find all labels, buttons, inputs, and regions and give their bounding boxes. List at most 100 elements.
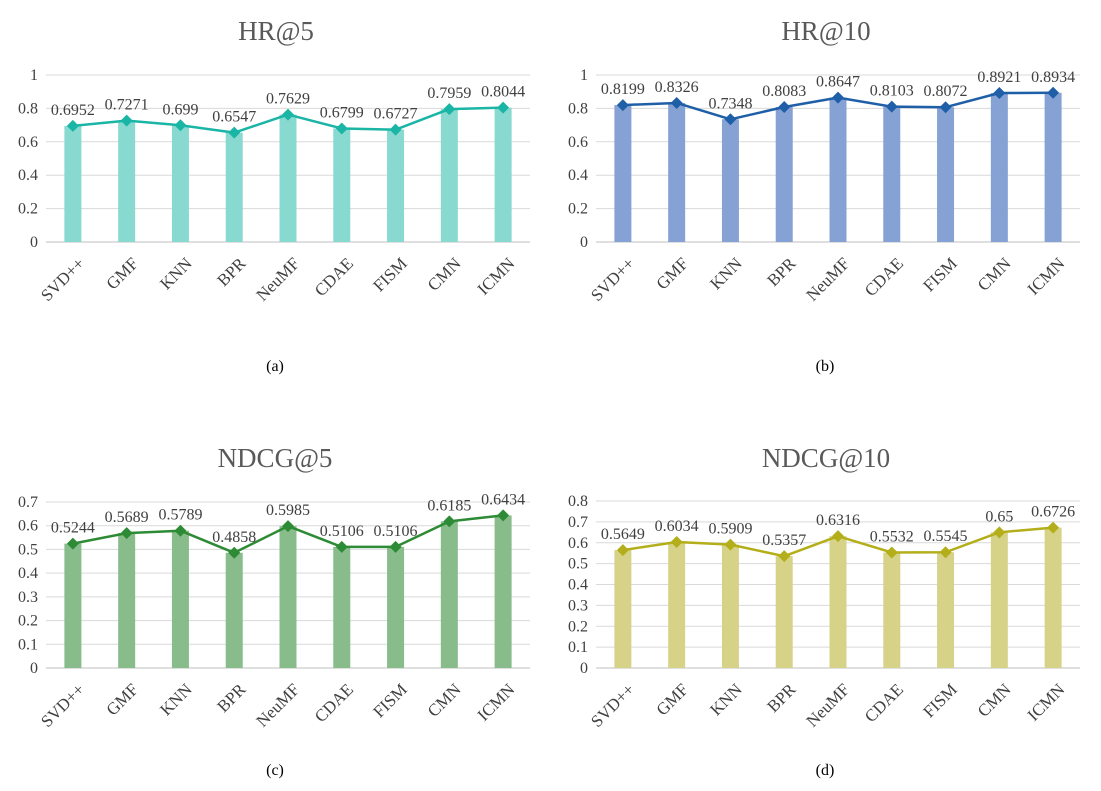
bar [614, 105, 632, 243]
data-label: 0.5909 [708, 521, 752, 538]
bar [883, 106, 901, 242]
data-label: 0.8934 [1031, 69, 1075, 86]
y-tick-label: 0.5 [568, 556, 588, 573]
bar [668, 542, 686, 668]
bars [64, 515, 512, 668]
series-line [616, 521, 1060, 563]
bars [614, 92, 1062, 243]
bar [387, 546, 405, 668]
point-marker [885, 100, 898, 113]
bar [171, 530, 189, 668]
x-category-label: CDAE [311, 254, 357, 300]
data-label: 0.6547 [212, 109, 256, 126]
bar [1044, 527, 1062, 668]
y-tick-label: 0.8 [568, 493, 588, 510]
x-category-label: FISM [919, 680, 960, 721]
y-tick-label: 0 [580, 660, 588, 677]
bar [668, 102, 686, 242]
y-tick-label: 1 [580, 67, 588, 84]
point-marker [66, 119, 79, 132]
y-tick-label: 0.4 [18, 167, 38, 184]
y-tick-label: 0.7 [568, 514, 588, 531]
y-tick-label: 0.6 [18, 518, 38, 535]
bar [775, 107, 793, 242]
point-marker [778, 101, 791, 114]
x-axis-categories: SVD++ GMF KNN BPR NeuMF CDAE FISM CMN ICMN [37, 679, 518, 731]
point-marker [832, 530, 844, 543]
data-label: 0.5649 [601, 526, 645, 543]
point-marker [670, 96, 683, 109]
x-category-label: CMN [974, 680, 1015, 721]
bar [990, 93, 1008, 242]
point-marker [174, 524, 187, 537]
point-marker [724, 538, 737, 551]
x-category-label: CDAE [861, 680, 907, 726]
point-marker [228, 546, 241, 559]
y-tick-label: 0.6 [18, 134, 38, 151]
chart-hr10: HR@10 00.20.40.60.81 0.8199 0.83260.73480… [568, 16, 1080, 375]
bar [829, 536, 847, 668]
point-marker [443, 515, 456, 528]
y-tick-label: 0.2 [568, 201, 588, 218]
point-marker [778, 550, 791, 563]
chart-caption: (c) [266, 762, 284, 779]
point-marker [1047, 86, 1060, 99]
x-category-label: BPR [763, 679, 800, 716]
series-line [616, 86, 1060, 126]
point-marker [174, 119, 187, 132]
y-tick-label: 0.1 [18, 636, 38, 653]
bars [64, 107, 512, 243]
data-label: 0.8647 [816, 74, 860, 91]
x-category-label: KNN [156, 254, 195, 293]
point-marker [616, 99, 629, 112]
y-tick-label: 0 [580, 234, 588, 251]
data-label: 0.8083 [762, 83, 806, 100]
bar [494, 515, 512, 668]
data-label: 0.6034 [655, 518, 699, 535]
chart-title: NDCG@10 [762, 443, 890, 473]
x-category-label: CMN [974, 254, 1015, 295]
data-label: 0.8044 [481, 84, 525, 101]
x-category-label: FISM [919, 254, 960, 295]
chart-caption: (d) [816, 762, 835, 779]
point-marker [66, 537, 79, 550]
y-tick-label: 0.4 [18, 565, 38, 582]
bar [333, 546, 351, 668]
x-category-label: BPR [213, 253, 250, 290]
y-tick-label: 1 [30, 67, 38, 84]
bar [614, 550, 632, 668]
bar [171, 125, 189, 242]
x-category-label: GMF [652, 254, 691, 293]
y-tick-label: 0.8 [568, 100, 588, 117]
bar [279, 526, 297, 668]
x-axis-categories: SVD++ GMF KNN BPR NeuMF CDAE FISM CMN ICMN [587, 679, 1068, 731]
y-axis-ticks: 0 0.2 0.4 0.6 0.8 1 [18, 67, 38, 251]
bar [883, 552, 901, 668]
y-tick-label: 0.3 [18, 589, 38, 606]
point-marker [616, 544, 629, 557]
data-label: 0.5244 [51, 520, 95, 537]
chart-caption: (a) [266, 358, 284, 375]
series-line [66, 101, 510, 139]
x-category-label: ICMN [1024, 680, 1069, 725]
data-label: 0.5357 [762, 532, 806, 549]
y-tick-label: 0.2 [18, 201, 38, 218]
y-tick-label: 0 [30, 234, 38, 251]
data-label: 0.8103 [870, 83, 914, 100]
bar [721, 544, 739, 668]
point-marker [993, 87, 1006, 100]
x-category-label: NeuMF [802, 254, 853, 305]
point-marker [120, 114, 133, 127]
x-category-label: SVD++ [587, 254, 638, 305]
point-marker [939, 546, 952, 559]
chart-title: HR@5 [238, 16, 314, 46]
bar [937, 552, 955, 668]
x-category-label: NeuMF [252, 254, 303, 305]
x-category-label: SVD++ [37, 680, 88, 731]
y-tick-label: 0.5 [18, 541, 38, 558]
point-marker [497, 101, 510, 114]
y-tick-label: 0.6 [568, 535, 588, 552]
chart-panel-hr5: HR@5 0 0.2 0.4 0.6 0.8 1 0.6952 0.7271 0.699 0.6… [0, 0, 550, 395]
data-label: 0.699 [162, 101, 198, 118]
x-category-label: CMN [424, 680, 465, 721]
